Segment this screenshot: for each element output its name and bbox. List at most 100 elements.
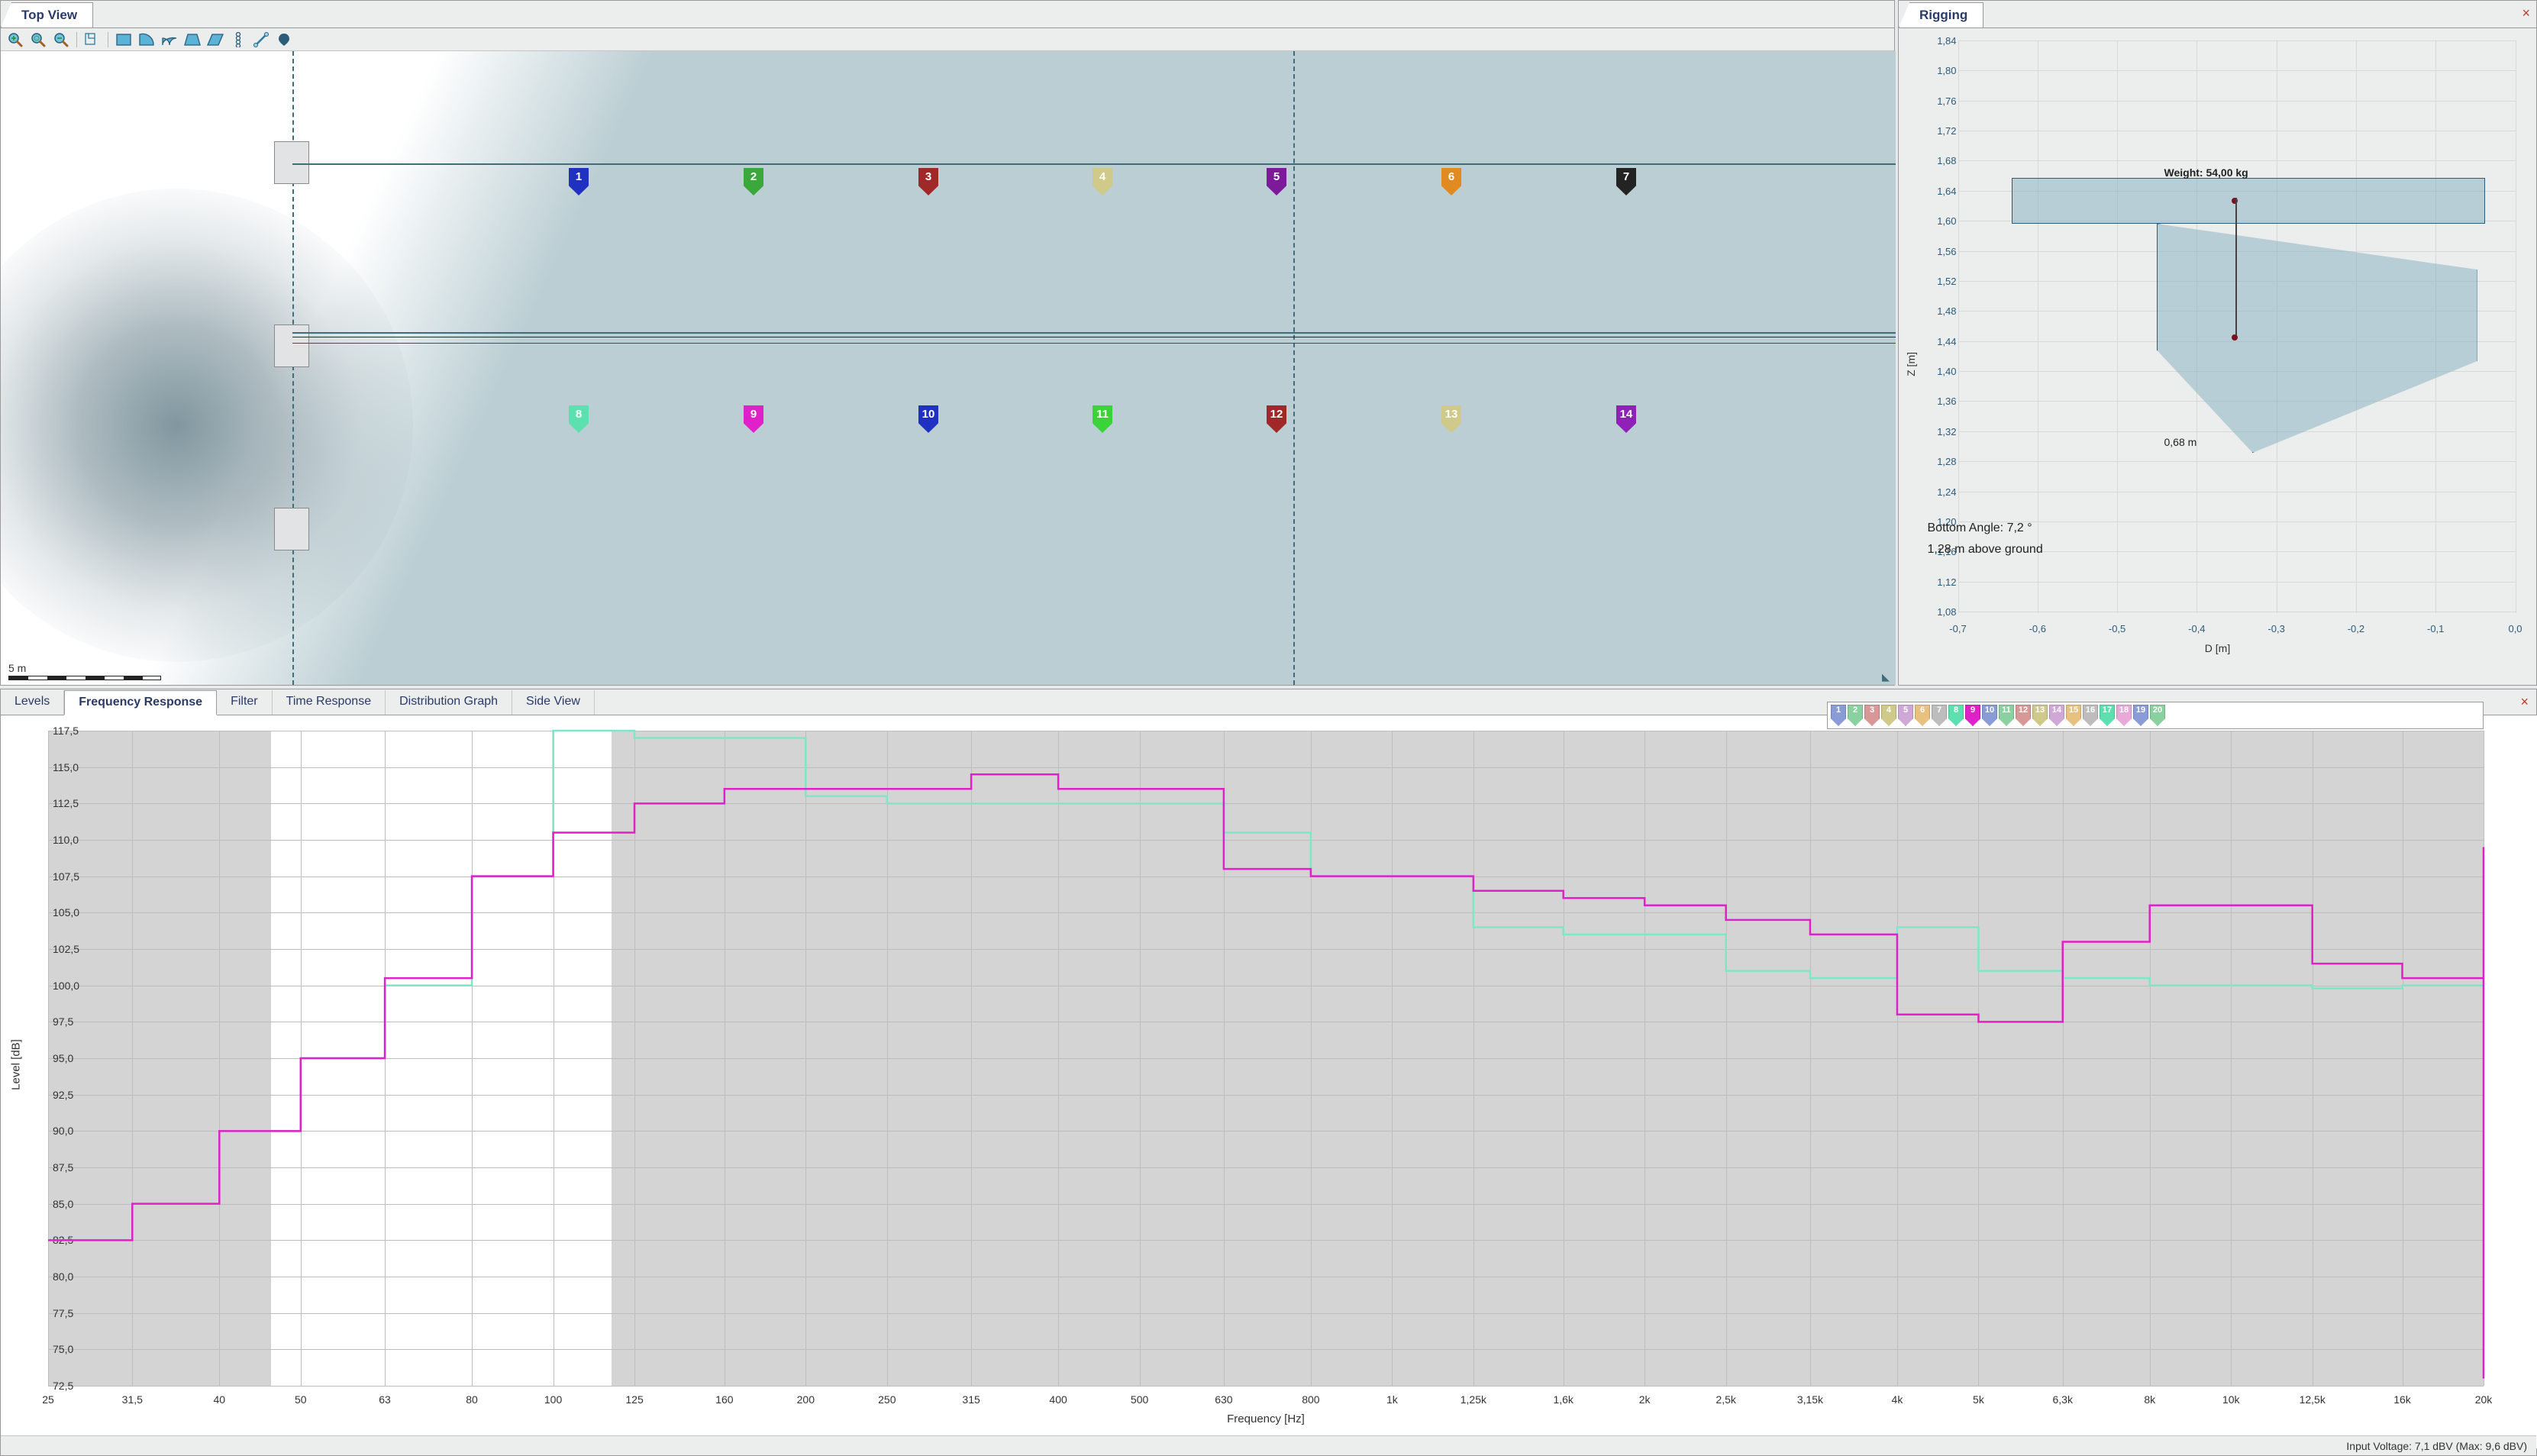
legend-marker-4[interactable]: 4 (1881, 705, 1896, 726)
freq-x-tick-10000: 10k (2222, 1393, 2240, 1406)
speaker-stack-middle[interactable] (274, 324, 309, 367)
freq-x-tick-80: 80 (466, 1393, 478, 1406)
freq-x-tick-3150: 3,15k (1797, 1393, 1823, 1406)
freq-x-tick-400: 400 (1049, 1393, 1067, 1406)
x-axis-title: Frequency [Hz] (1227, 1412, 1305, 1425)
rectangle-shape-icon[interactable] (114, 31, 134, 49)
rigging-x-tick--0.3: -0,3 (2267, 623, 2284, 634)
legend-marker-10[interactable]: 10 (1982, 705, 1997, 726)
freq-x-tick-4000: 4k (1892, 1393, 1903, 1406)
trapezoid-shape-icon[interactable] (182, 31, 202, 49)
legend-marker-8[interactable]: 8 (1948, 705, 1964, 726)
tab-distribution-graph[interactable]: Distribution Graph (386, 690, 512, 715)
freq-x-tick-200: 200 (797, 1393, 815, 1406)
status-bar: Input Voltage: 7,1 dBV (Max: 9,6 dBV) (1, 1435, 2536, 1455)
curved-shape-icon-1[interactable] (137, 31, 157, 49)
zoom-reset-icon[interactable] (28, 31, 48, 49)
legend-marker-7[interactable]: 7 (1932, 705, 1947, 726)
freq-x-tick-160: 160 (715, 1393, 733, 1406)
scale-bar-label: 5 m (8, 662, 26, 674)
freq-x-tick-800: 800 (1302, 1393, 1319, 1406)
rigging-chart-area: 1,84 1,80 1,76 1,72 1,68 1,64 1,60 1,56 1,52 1,48… (1912, 33, 2523, 659)
y-axis-title: Level [dB] (10, 1039, 23, 1090)
parallelogram-shape-icon[interactable] (205, 31, 225, 49)
rigging-y-tick-1.08: 1,08 (1920, 606, 1957, 618)
rigging-bottom-angle-label: Bottom Angle: 7,2 ° (1928, 521, 2032, 535)
legend-marker-16[interactable]: 16 (2083, 705, 2098, 726)
legend-marker-17[interactable]: 17 (2100, 705, 2115, 726)
legend-marker-13[interactable]: 13 (2032, 705, 2048, 726)
rigging-y-tick-1.12: 1,12 (1920, 576, 1957, 588)
rigging-y-tick-1.52: 1,52 (1920, 276, 1957, 287)
topview-canvas: 1234567 8 9 10 11 12 13 14 5 m ◣ (1, 51, 1896, 685)
rigging-y-tick-1.36: 1,36 (1920, 395, 1957, 407)
freq-x-tick-63: 63 (379, 1393, 391, 1406)
legend-marker-5[interactable]: 5 (1898, 705, 1913, 726)
legend-marker-6[interactable]: 6 (1915, 705, 1930, 726)
rigging-y-tick-1.6: 1,60 (1920, 215, 1957, 227)
rigging-y-tick-1.72: 1,72 (1920, 125, 1957, 137)
legend-marker-19[interactable]: 19 (2133, 705, 2148, 726)
tab-rigging-label: Rigging (1919, 8, 1967, 22)
rigging-y-tick-1.32: 1,32 (1920, 426, 1957, 437)
rigging-x-axis-label: D [m] (2205, 642, 2230, 654)
rigging-y-tick-1.28: 1,28 (1920, 456, 1957, 467)
zoom-out-icon[interactable] (51, 31, 71, 49)
legend-marker-1[interactable]: 1 (1831, 705, 1846, 726)
tab-filter[interactable]: Filter (217, 690, 273, 715)
freq-x-tick-6300: 6,3k (2052, 1393, 2072, 1406)
rigging-y-tick-1.4: 1,40 (1920, 366, 1957, 377)
frequency-response-plot: 72,5 75,0 77,5 80,0 82,5 85,0 87,5 90,0 92,5 95,0… (48, 731, 2484, 1386)
tab-top-view[interactable]: Top View (1, 2, 93, 27)
tab-rigging[interactable]: Rigging (1899, 2, 1983, 27)
freq-response-line-channel_9 (48, 774, 2484, 1378)
ruler-tool-icon[interactable] (251, 31, 271, 49)
speaker-stack-top[interactable] (274, 141, 309, 184)
rigging-weight-label: Weight: 54,00 kg (2164, 166, 2248, 179)
freq-x-tick-500: 500 (1131, 1393, 1148, 1406)
legend-marker-15[interactable]: 15 (2066, 705, 2081, 726)
rigging-y-tick-1.64: 1,64 (1920, 186, 1957, 197)
channel-legend-strip: 1 2 3 4 5 6 7 8 9 10 11 12 13 14 15 16 17 18 19 20 (1827, 702, 2484, 729)
rigging-x-tick--0.5: -0,5 (2109, 623, 2125, 634)
freq-x-tick-630: 630 (1215, 1393, 1232, 1406)
rigging-y-tick-1.68: 1,68 (1920, 155, 1957, 166)
measurement-grid-icon[interactable] (82, 31, 102, 49)
chain-tool-icon[interactable] (228, 31, 248, 49)
close-rigging-icon[interactable]: × (2522, 5, 2530, 21)
rigging-cg-point[interactable] (2232, 334, 2238, 341)
curved-shape-icon-2[interactable] (160, 31, 179, 49)
legend-marker-9[interactable]: 9 (1965, 705, 1980, 726)
freq-x-tick-31.5: 31,5 (122, 1393, 143, 1406)
freq-x-tick-250: 250 (878, 1393, 896, 1406)
rigging-x-tick--0.4: -0,4 (2188, 623, 2205, 634)
legend-marker-14[interactable]: 14 (2049, 705, 2064, 726)
freq-x-tick-5000: 5k (1973, 1393, 1984, 1406)
rigging-y-tick-1.56: 1,56 (1920, 246, 1957, 257)
rigging-x-tick-0: 0,0 (2508, 623, 2522, 634)
pin-drop-icon[interactable] (274, 31, 294, 49)
tab-frequency-response[interactable]: Frequency Response (64, 690, 217, 715)
rigging-speaker-box[interactable] (2012, 178, 2485, 224)
rigging-y-tick-1.44: 1,44 (1920, 336, 1957, 347)
close-bottom-panel-icon[interactable]: × (2520, 694, 2529, 710)
legend-marker-3[interactable]: 3 (1864, 705, 1880, 726)
freq-response-line-channel_8 (48, 731, 2484, 1378)
zoom-in-icon[interactable] (5, 31, 25, 49)
legend-marker-11[interactable]: 11 (1999, 705, 2014, 726)
tab-side-view[interactable]: Side View (512, 690, 595, 715)
rigging-speaker-trapezoid[interactable] (2157, 224, 2477, 453)
legend-marker-12[interactable]: 12 (2016, 705, 2031, 726)
tab-time-response[interactable]: Time Response (273, 690, 386, 715)
resize-handle-icon[interactable]: ◣ (1882, 671, 1893, 682)
legend-marker-18[interactable]: 18 (2116, 705, 2132, 726)
freq-x-tick-315: 315 (962, 1393, 980, 1406)
freq-x-tick-8000: 8k (2144, 1393, 2155, 1406)
legend-marker-20[interactable]: 20 (2150, 705, 2165, 726)
tab-levels[interactable]: Levels (1, 690, 64, 715)
speaker-stack-bottom[interactable] (274, 508, 309, 550)
top-view-panel: Top View (0, 0, 1895, 686)
freq-x-tick-40: 40 (213, 1393, 225, 1406)
rigging-dim-label: 0,68 m (2164, 436, 2197, 448)
legend-marker-2[interactable]: 2 (1848, 705, 1863, 726)
